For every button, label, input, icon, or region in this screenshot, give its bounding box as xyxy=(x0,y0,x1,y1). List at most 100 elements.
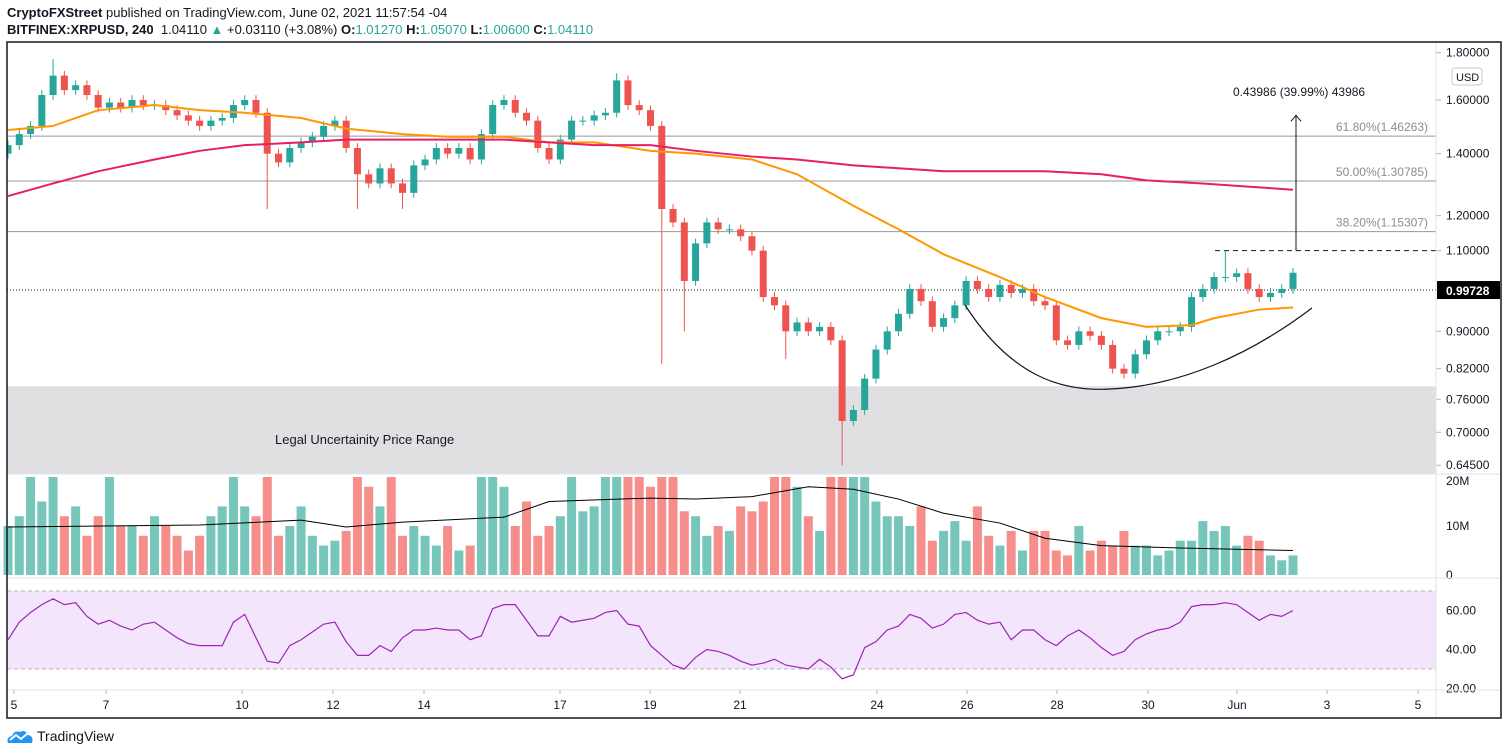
time-tick-label: 5 xyxy=(1415,698,1422,712)
fib-level-label: 38.20%(1.15307) xyxy=(1336,216,1428,230)
candle-body xyxy=(489,105,497,135)
candle-body xyxy=(72,85,80,91)
volume-tick-label: 0 xyxy=(1446,568,1453,582)
close-label: C: xyxy=(533,22,548,37)
volume-bar xyxy=(792,486,802,575)
volume-bar xyxy=(927,540,937,575)
volume-bar xyxy=(1040,530,1050,575)
price-tick-label: 0.90000 xyxy=(1446,324,1490,338)
rsi-tick-label: 20.00 xyxy=(1446,682,1476,696)
volume-bar xyxy=(319,545,329,575)
volume-bar xyxy=(488,477,498,575)
price-change: +0.03110 (+3.08%) xyxy=(227,22,338,37)
time-tick-label: 17 xyxy=(553,698,567,712)
currency-badge xyxy=(1451,67,1483,86)
candle-body xyxy=(196,120,204,126)
price-tick-label: 0.76000 xyxy=(1446,392,1490,406)
candle-body xyxy=(105,102,113,108)
candle-body xyxy=(399,183,407,193)
price-tick-label: 1.80000 xyxy=(1446,46,1490,60)
candle-body xyxy=(1109,344,1117,369)
volume-bar xyxy=(195,535,205,575)
volume-bar xyxy=(14,516,24,575)
volume-bar xyxy=(567,477,577,575)
symbol-name[interactable]: BITFINEX:XRPUSD, 240 xyxy=(7,22,154,37)
candle-body xyxy=(49,75,57,96)
candle-body xyxy=(725,229,733,231)
publisher-name[interactable]: CryptoFXStreet xyxy=(7,5,103,20)
volume-bar xyxy=(758,501,768,575)
time-tick-label: 26 xyxy=(960,698,974,712)
candle-body xyxy=(1064,340,1072,345)
volume-bar xyxy=(476,477,486,575)
candle-body xyxy=(1075,331,1083,345)
rsi-tick-label: 60.00 xyxy=(1446,604,1476,618)
candle-body xyxy=(387,168,395,184)
candle-body xyxy=(27,125,35,135)
candle-body xyxy=(117,102,125,108)
candle-body xyxy=(556,139,564,160)
measure-label: 0.43986 (39.99%) 43986 xyxy=(1233,85,1365,99)
volume-bar xyxy=(183,550,193,575)
candle-body xyxy=(60,75,68,91)
volume-bar xyxy=(747,511,757,575)
volume-bar xyxy=(871,501,881,575)
time-tick-label: 28 xyxy=(1050,698,1064,712)
candle-body xyxy=(1030,288,1038,302)
candle-body xyxy=(353,147,361,175)
rsi-tick-label: 40.00 xyxy=(1446,643,1476,657)
volume-bar xyxy=(127,526,137,575)
chart-frame xyxy=(6,41,1502,719)
volume-bar xyxy=(995,545,1005,575)
rsi-band xyxy=(7,591,1436,669)
candle-body xyxy=(1266,292,1274,298)
price-tick-label: 1.10000 xyxy=(1446,244,1490,258)
up-triangle-icon: ▲ xyxy=(210,22,224,37)
fib-level-label: 61.80%(1.46263) xyxy=(1336,120,1428,134)
volume-bar xyxy=(1277,560,1287,575)
candle-body xyxy=(15,134,23,146)
volume-bar xyxy=(826,477,836,575)
candle-body xyxy=(827,326,835,341)
volume-bar xyxy=(1119,530,1129,575)
tradingview-brand: TradingView xyxy=(37,728,115,744)
volume-bar xyxy=(882,516,892,575)
volume-bar xyxy=(1096,540,1106,575)
volume-bar xyxy=(578,511,588,575)
candle-body xyxy=(601,112,609,116)
candle-body xyxy=(770,297,778,306)
volume-bar xyxy=(522,501,532,575)
candle-body xyxy=(500,100,508,106)
volume-bar xyxy=(724,530,734,575)
candle-body xyxy=(1086,331,1094,336)
candle-body xyxy=(759,250,767,298)
rsi-line xyxy=(7,598,1294,680)
price-tick-label: 0.64500 xyxy=(1446,458,1490,472)
volume-bar xyxy=(646,486,655,575)
candle-body xyxy=(38,95,46,126)
price-tick-label: 1.60000 xyxy=(1446,93,1490,107)
volume-bar xyxy=(409,526,419,575)
price-range-zone xyxy=(7,386,1436,474)
volume-bar xyxy=(623,477,633,575)
volume-bar xyxy=(510,526,520,575)
candle-body xyxy=(173,110,181,116)
candle-body xyxy=(83,85,91,96)
candle-body xyxy=(477,134,485,160)
candle-body xyxy=(940,318,948,327)
volume-bar xyxy=(262,477,272,575)
candle-body xyxy=(320,125,328,137)
candle-body xyxy=(331,120,339,126)
last-price-label: 0.99728 xyxy=(1446,284,1490,298)
candle-body xyxy=(1188,297,1196,327)
time-tick-label: 5 xyxy=(11,698,18,712)
last-price: 1.04110 xyxy=(160,22,207,37)
price-tick-label: 1.20000 xyxy=(1446,209,1490,223)
volume-bar xyxy=(172,535,182,575)
volume-bar xyxy=(1232,545,1242,575)
candle-body xyxy=(804,322,812,332)
tradingview-logo[interactable]: TradingView xyxy=(6,728,114,744)
volume-bar xyxy=(860,477,870,575)
volume-bar xyxy=(1085,550,1095,575)
